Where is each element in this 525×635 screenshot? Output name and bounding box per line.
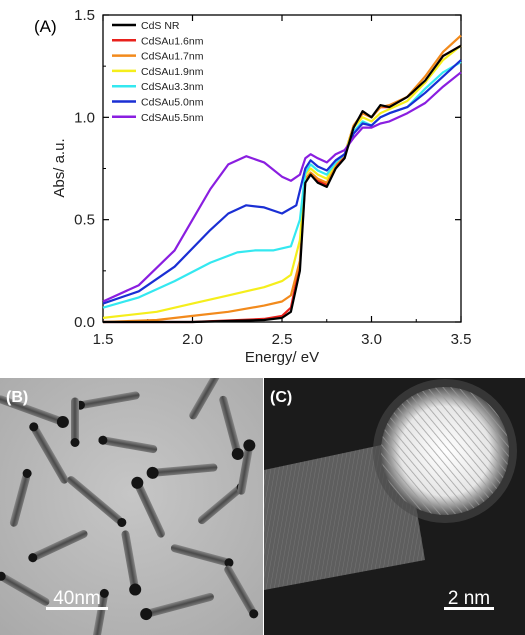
nanorod-body [92,593,108,635]
legend-label: CdSAu3.3nm [141,81,204,93]
nanorod-body [0,395,64,425]
stem-image-panel: (C) 2 nm [264,378,525,635]
nanorod-body [102,436,158,454]
gold-tip [117,517,127,527]
gold-tip [243,439,256,452]
nanorod-body [146,592,214,618]
nanorod [29,422,69,484]
gold-tip [224,558,234,568]
gold-tip [98,435,108,445]
nanorod-body [219,395,241,455]
gold-tip [231,447,244,460]
au-tip-lattice [381,387,509,515]
nanorod [146,463,218,479]
nanorod [237,439,256,495]
legend-label: CdSAu1.7nm [141,51,204,63]
x-tick-label: 1.5 [93,331,114,348]
y-axis-label: Abs/ a.u. [51,138,68,197]
nanorod [92,588,109,635]
scale-bar-b-label: 40nm [53,588,101,609]
nanorod-body [71,397,79,443]
gold-tip [29,422,39,432]
nanorod [9,468,32,527]
legend-label: CdS NR [141,20,180,32]
gold-tip [129,583,142,596]
nanorod [170,544,234,568]
scale-bar-c [444,607,494,610]
nanorod [189,365,225,420]
nanorod-body [80,391,140,409]
tem-image-panel: (B) 40nm [0,365,263,635]
nanorod [0,571,50,606]
nanorod [121,530,142,596]
nanorod [70,397,80,447]
y-tick-label: 0.5 [74,212,95,229]
nanorods [0,365,259,635]
x-tick-label: 3.5 [451,331,472,348]
gold-tip [131,476,144,489]
nanorod-body [197,485,243,525]
gold-tip [56,415,69,428]
nanorod-body [224,565,256,615]
gold-tip [213,365,225,377]
legend-label: CdSAu1.6nm [141,35,204,47]
nanorod [131,476,165,538]
legend: CdS NR CdSAu1.6nm CdSAu1.7nm CdSAu1.9nm CdSA… [112,20,204,124]
scale-bar-c-label: 2 nm [448,588,490,609]
nanorod [28,530,88,563]
nanorod [224,565,259,619]
gold-tip [99,588,109,598]
x-tick-labels: 1.5 2.0 2.5 3.0 3.5 [93,331,472,348]
panel-label-a: (A) [34,17,57,36]
series-line-cds-nr [103,44,462,324]
gold-tip [22,468,32,478]
nanorod-body [67,476,123,524]
x-axis-label: Energy/ eV [245,349,319,366]
series-line-cdsau5-5nm [102,71,462,303]
series-lines [102,34,462,324]
nanorod [98,435,158,454]
nanorod [219,395,244,460]
gold-tip [28,553,38,563]
y-tick-labels: 0.0 0.5 1.0 1.5 [74,7,95,331]
panel-label-b: (B) [6,389,28,406]
legend-label: CdSAu5.5nm [141,112,204,124]
gold-tip [0,571,6,581]
nanorod-body [32,530,88,560]
x-tick-label: 2.5 [272,331,293,348]
nanorod-body [170,544,230,566]
legend-label: CdSAu5.0nm [141,97,204,109]
gold-tip [249,609,259,619]
y-tick-label: 0.0 [74,314,95,331]
nanorod-body [31,426,69,484]
panel-label-c: (C) [270,389,292,406]
y-tick-label: 1.5 [74,7,95,24]
series-line-cdsau1-7nm [102,34,462,324]
gold-tip [140,608,153,621]
nanorod-body [237,445,253,495]
legend-label: CdSAu1.9nm [141,66,204,78]
nanorod-body [0,574,50,606]
gold-tip [146,466,159,479]
x-tick-label: 2.0 [182,331,203,348]
nanorod-body [135,482,165,538]
nanorod-body [152,463,218,477]
series-line-cdsau1-9nm [102,44,462,319]
nanorod-body [121,530,139,590]
series-line-cdsau5-0nm [102,59,462,305]
scale-bar-b [46,607,108,610]
nanorod-body [9,473,31,527]
y-tick-label: 1.0 [74,109,95,126]
nanorod [140,592,214,621]
absorbance-chart: (A) 1.5 2.0 2.5 3.0 3.5 0.0 0.5 1.0 1.5 Energy/… [34,7,471,366]
x-tick-label: 3.0 [361,331,382,348]
gold-tip [70,438,80,447]
nanorod-body [189,378,221,420]
nanorod [67,476,127,527]
nanorod [0,395,69,428]
